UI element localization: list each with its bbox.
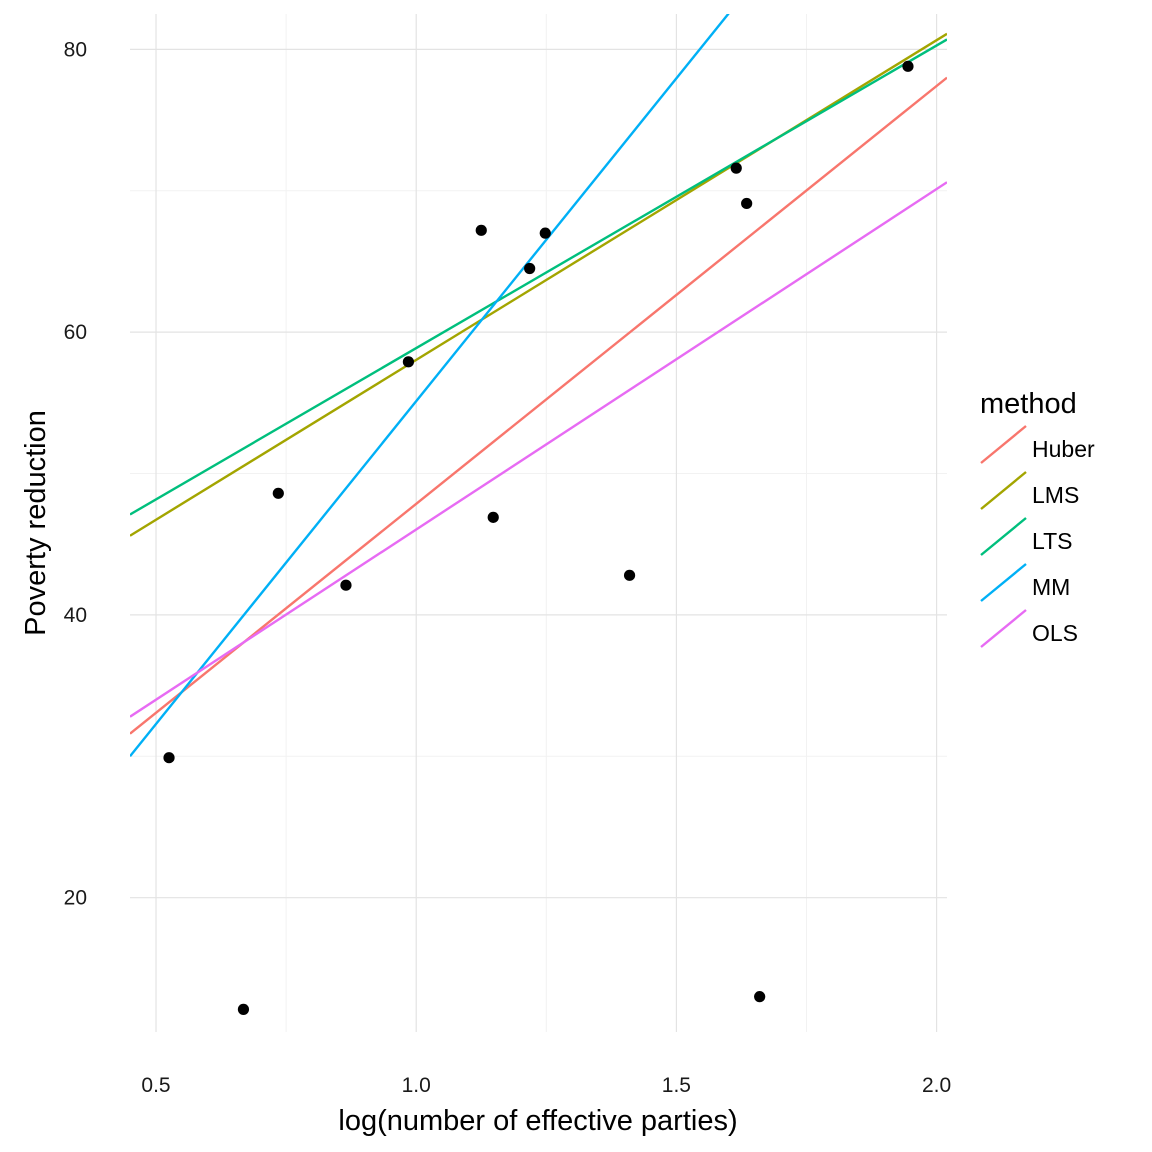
y-tick-label: 60	[64, 321, 87, 344]
legend-key-ols	[980, 609, 1027, 648]
x-axis-title: log(number of effective parties)	[338, 1105, 737, 1137]
legend-label-lts: LTS	[1032, 528, 1072, 554]
data-point	[623, 569, 636, 581]
data-points	[163, 60, 914, 1015]
series-line-ols	[130, 181, 947, 718]
data-point	[272, 487, 284, 499]
data-point	[730, 162, 742, 174]
legend-label-lms: LMS	[1032, 482, 1079, 508]
x-tick-label: 1.0	[402, 1074, 431, 1097]
x-tick-label: 0.5	[141, 1074, 170, 1097]
data-point	[524, 262, 536, 275]
data-point	[487, 511, 499, 523]
data-point	[340, 579, 352, 591]
data-point	[741, 197, 753, 210]
legend-title: method	[980, 388, 1077, 420]
legend-key-mm	[980, 563, 1027, 602]
legend: method Huber LMS LTS MM OLS	[980, 388, 1095, 648]
data-point	[902, 60, 914, 72]
legend-label-ols: OLS	[1032, 620, 1078, 646]
series-line-lts	[130, 38, 947, 516]
y-tick-label: 80	[64, 38, 87, 61]
grid-major	[130, 14, 947, 1032]
legend-label-huber: Huber	[1032, 436, 1095, 462]
data-point	[237, 1003, 250, 1015]
series-line-lms	[130, 32, 947, 537]
x-tick-label: 1.5	[662, 1074, 691, 1097]
x-axis-ticks: 0.5 1.0 1.5 2.0	[141, 1074, 951, 1097]
x-tick-label: 2.0	[922, 1074, 951, 1097]
data-point	[475, 224, 487, 236]
legend-key-huber	[980, 425, 1027, 464]
y-axis-title: Poverty reduction	[20, 410, 52, 636]
grid-minor	[130, 14, 947, 1032]
y-tick-label: 20	[64, 887, 87, 910]
y-tick-label: 40	[64, 604, 87, 627]
y-axis-ticks: 20 40 60 80	[64, 38, 87, 909]
legend-label-mm: MM	[1032, 574, 1070, 600]
data-point	[539, 227, 551, 239]
data-point	[754, 991, 766, 1003]
data-point	[402, 356, 415, 368]
series-line-mm	[130, 14, 730, 758]
legend-key-lms	[980, 471, 1027, 510]
data-point	[163, 752, 175, 764]
series-line-huber	[130, 76, 947, 735]
legend-key-lts	[980, 517, 1027, 556]
regression-lines	[130, 14, 947, 758]
